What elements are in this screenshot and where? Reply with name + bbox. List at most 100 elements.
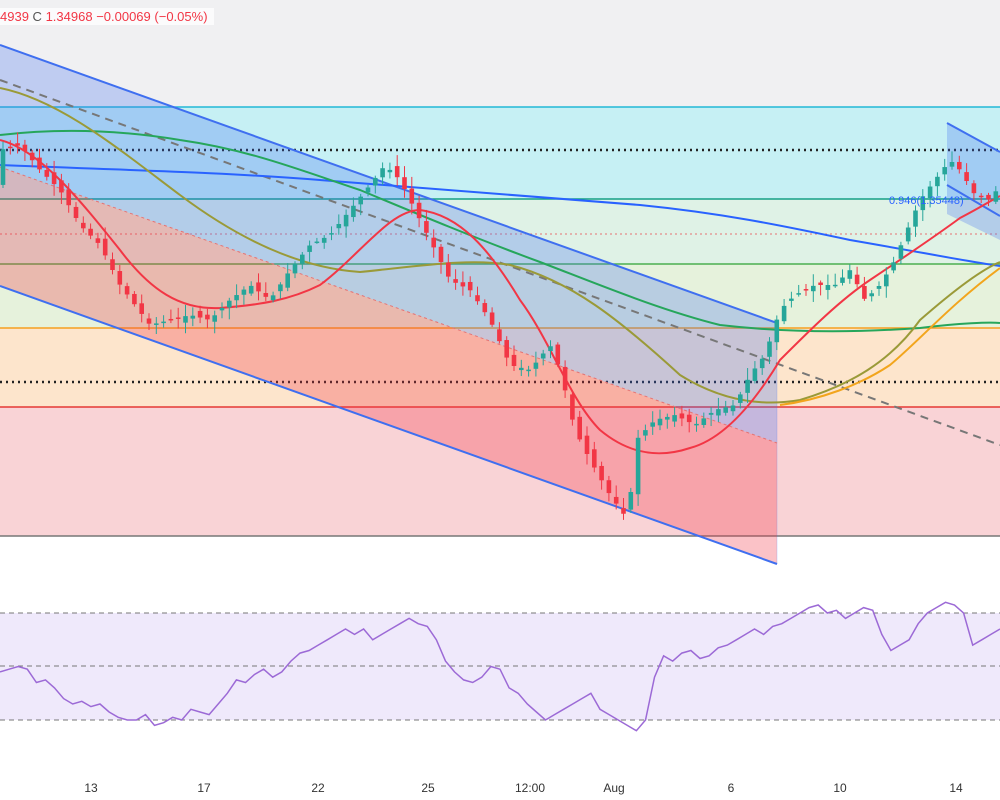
candle-body [59,180,64,193]
x-tick-label: 13 [84,781,98,795]
candle-body [168,318,174,321]
candle-body [300,254,305,264]
candle-body [256,282,261,292]
candle-body [373,177,378,186]
rsi-line [0,601,1000,732]
candle-body [482,303,488,313]
candle-body [351,205,356,218]
candle-body [95,238,101,243]
candle-body [723,407,728,413]
candle-body [248,285,254,294]
x-tick-label: 10 [833,781,847,795]
candle-body [832,284,838,287]
fib-zone-light-green [0,199,1000,264]
candle-body [847,270,853,279]
candle-body [679,413,685,419]
candle-body [913,210,918,227]
candle-body [993,191,999,202]
candle-body [672,415,677,422]
ema-mid-line [0,87,1000,404]
candle-body [205,314,210,320]
candle-body [811,285,816,292]
legend-change-pct: (−0.05%) [154,9,208,24]
candle-body [37,157,42,170]
candle-body [0,149,6,185]
candle-body [154,323,159,325]
candle-body [978,195,984,198]
candle-body [592,449,597,468]
candle-body [935,176,940,187]
channel-lower-fill [0,167,777,564]
ema-short-line [0,139,1000,455]
candle-body [540,353,546,359]
x-tick-label: 22 [311,781,325,795]
candle-body [270,295,276,301]
candle-body [102,238,108,256]
candle-body [657,418,663,426]
candle-body [643,430,648,436]
candle-body [292,263,298,274]
candle-body [453,279,458,283]
candle-body [927,186,933,198]
candle-body [621,508,626,514]
candle-body [66,189,71,206]
candle-body [628,492,634,510]
candle-body [570,394,575,420]
candle-body [139,303,144,314]
candle-body [854,274,860,285]
candle-body [190,315,196,319]
candle-body [314,241,320,244]
candle-body [431,237,436,248]
candle-body [438,246,444,262]
candle-body [241,289,247,295]
candle-body [526,369,531,372]
channel-upper-fill [0,45,777,443]
candle-body [665,416,670,420]
candle-body [796,293,801,295]
candle-body [905,227,911,242]
candle-body [548,346,553,352]
candle-body [467,281,473,291]
candle-body [212,315,217,322]
candle-body [117,271,123,285]
candle-body [957,161,962,170]
candle-body [942,167,947,175]
candle-body [475,295,480,302]
candle-body [285,273,290,288]
x-tick-label: 17 [197,781,211,795]
candle-body [278,284,283,292]
candle-body [409,188,415,204]
candle-body [986,194,991,200]
channel-upper-line [0,44,778,324]
legend-close-value: 1.34968 [45,9,93,24]
candle-body [424,221,429,233]
candle-body [22,144,28,152]
candle-body [862,286,867,299]
candle-body [716,409,721,416]
candle-body [949,162,955,167]
candle-body [613,496,619,504]
candle-body [701,418,707,425]
candle-body [533,362,539,369]
candle-body [88,228,93,236]
candle-body [708,412,714,415]
ema-long-line [0,164,1000,267]
candle-body [161,321,166,324]
candle-body [73,206,79,218]
candle-body [307,245,312,252]
candle-body [884,274,889,287]
candle-body [343,214,349,227]
candle-body [650,422,655,427]
candle-body [29,152,35,161]
candle-body [175,317,181,319]
candle-body [555,344,561,365]
x-tick-label: 25 [421,781,435,795]
candle-body [263,292,269,297]
candle-body [781,305,787,322]
candle-body [387,169,393,173]
legend-close-label: C [32,9,42,24]
legend-prev-fragment: 4939 [0,9,29,24]
candle-body [416,202,422,219]
